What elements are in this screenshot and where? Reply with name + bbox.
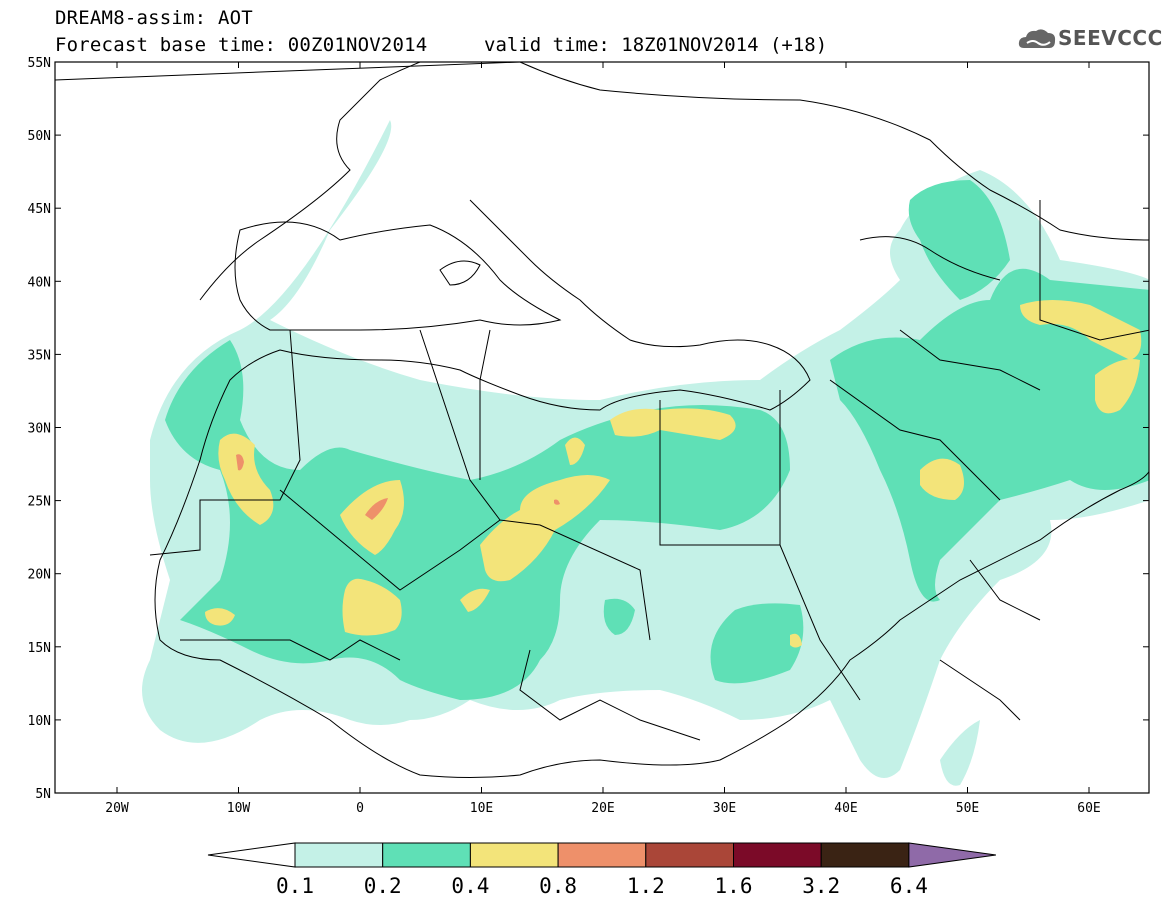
aot-level-0_8 [236, 454, 560, 520]
lat-label: 10N [28, 714, 51, 729]
lon-label: 30E [713, 801, 736, 816]
colorbar: 0.1 0.2 0.4 0.8 1.2 1.6 3.2 6.4 [207, 842, 996, 898]
lat-label: 45N [28, 202, 51, 217]
colorbar-swatch [820, 842, 910, 868]
lon-label: 40E [834, 801, 857, 816]
colorbar-label: 3.2 [802, 874, 840, 898]
colorbar-under-arrow [207, 842, 296, 868]
colorbar-swatch [382, 842, 471, 868]
boundaries [55, 62, 1149, 778]
lon-label: 60E [1077, 801, 1100, 816]
colorbar-label: 1.2 [627, 874, 665, 898]
lon-label: 50E [956, 801, 979, 816]
lat-label: 30N [28, 422, 51, 437]
latitude-axis: 55N 50N 45N 40N 35N 30N 25N 20N 15N 10N 5N [28, 56, 1149, 802]
lat-label: 55N [28, 56, 51, 71]
lat-label: 15N [28, 641, 51, 656]
colorbar-swatch [469, 842, 559, 868]
colorbar-swatch [733, 842, 822, 868]
aot-field [142, 120, 1149, 786]
colorbar-label: 0.1 [276, 874, 314, 898]
colorbar-swatch [645, 842, 734, 868]
colorbar-label: 6.4 [890, 874, 928, 898]
lon-label: 10E [470, 801, 493, 816]
colorbar-over-arrow [908, 842, 996, 868]
title-product: DREAM8-assim: AOT [55, 7, 253, 29]
logo-text: SEEVCCC [1058, 26, 1163, 50]
title-valid-time: valid time: 18Z01NOV2014 (+18) [484, 34, 828, 56]
colorbar-label: 0.2 [364, 874, 402, 898]
aot-level-0_4 [205, 300, 1142, 648]
cloud-icon [1018, 29, 1056, 48]
colorbar-swatch [557, 842, 647, 868]
lon-label: 20W [105, 801, 129, 816]
lon-label: 0 [356, 801, 364, 816]
longitude-axis: 20W 10W 0 10E 20E 30E 40E 50E 60E [105, 62, 1101, 816]
lon-label: 20E [591, 801, 614, 816]
lat-label: 50N [28, 129, 51, 144]
lat-label: 25N [28, 495, 51, 510]
lat-label: 40N [28, 275, 51, 290]
lat-label: 35N [28, 348, 51, 363]
lon-label: 10W [227, 801, 251, 816]
colorbar-swatch [294, 842, 384, 868]
colorbar-label: 0.4 [451, 874, 489, 898]
colorbar-label: 0.8 [539, 874, 577, 898]
colorbar-label: 1.6 [715, 874, 753, 898]
title-base-time: Forecast base time: 00Z01NOV2014 [55, 34, 428, 56]
lat-label: 5N [35, 787, 51, 802]
lat-label: 20N [28, 568, 51, 583]
